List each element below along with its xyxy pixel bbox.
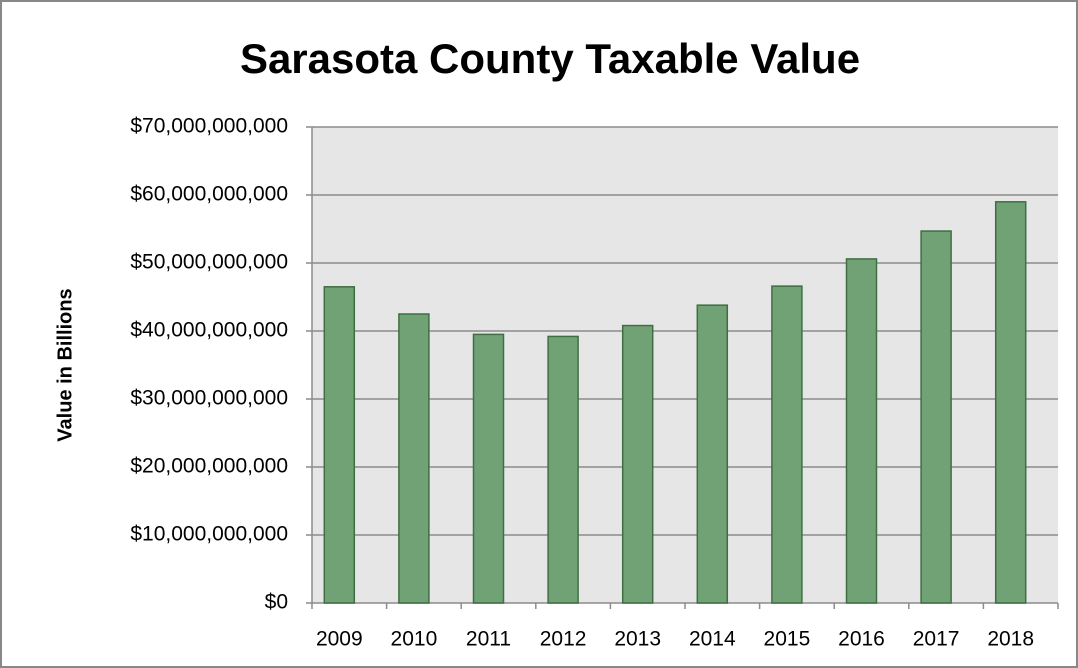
bar [621, 324, 654, 604]
y-tick-label: $10,000,000,000 [130, 523, 288, 546]
x-tick-label: 2011 [466, 628, 511, 651]
bar [472, 333, 505, 604]
bar [696, 304, 729, 604]
bar [771, 285, 803, 604]
bar [323, 286, 356, 604]
bar [845, 258, 878, 604]
bar [547, 335, 579, 604]
x-tick-label: 2010 [391, 628, 438, 651]
x-tick-label: 2014 [689, 628, 736, 651]
x-tick-label: 2009 [316, 628, 363, 651]
y-tick-label: $0 [265, 591, 288, 614]
y-tick-label: $20,000,000,000 [130, 455, 288, 478]
y-axis-label: Value in Billions [54, 288, 76, 441]
y-tick-label: $30,000,000,000 [130, 387, 288, 410]
bar [994, 201, 1027, 604]
chart-title: Sarasota County Taxable Value [240, 35, 860, 82]
y-tick-label: $50,000,000,000 [130, 251, 288, 274]
y-tick-label: $40,000,000,000 [130, 319, 288, 342]
x-tick-label: 2016 [838, 628, 885, 651]
y-tick-label: $60,000,000,000 [130, 183, 288, 206]
x-tick-label: 2018 [987, 628, 1034, 651]
x-tick-label: 2017 [913, 628, 960, 651]
y-tick-label: $70,000,000,000 [130, 115, 288, 138]
bar [920, 230, 952, 604]
x-tick-label: 2012 [540, 628, 587, 651]
x-tick-label: 2013 [614, 628, 661, 651]
x-tick-label: 2015 [764, 628, 811, 651]
bar [398, 313, 430, 604]
